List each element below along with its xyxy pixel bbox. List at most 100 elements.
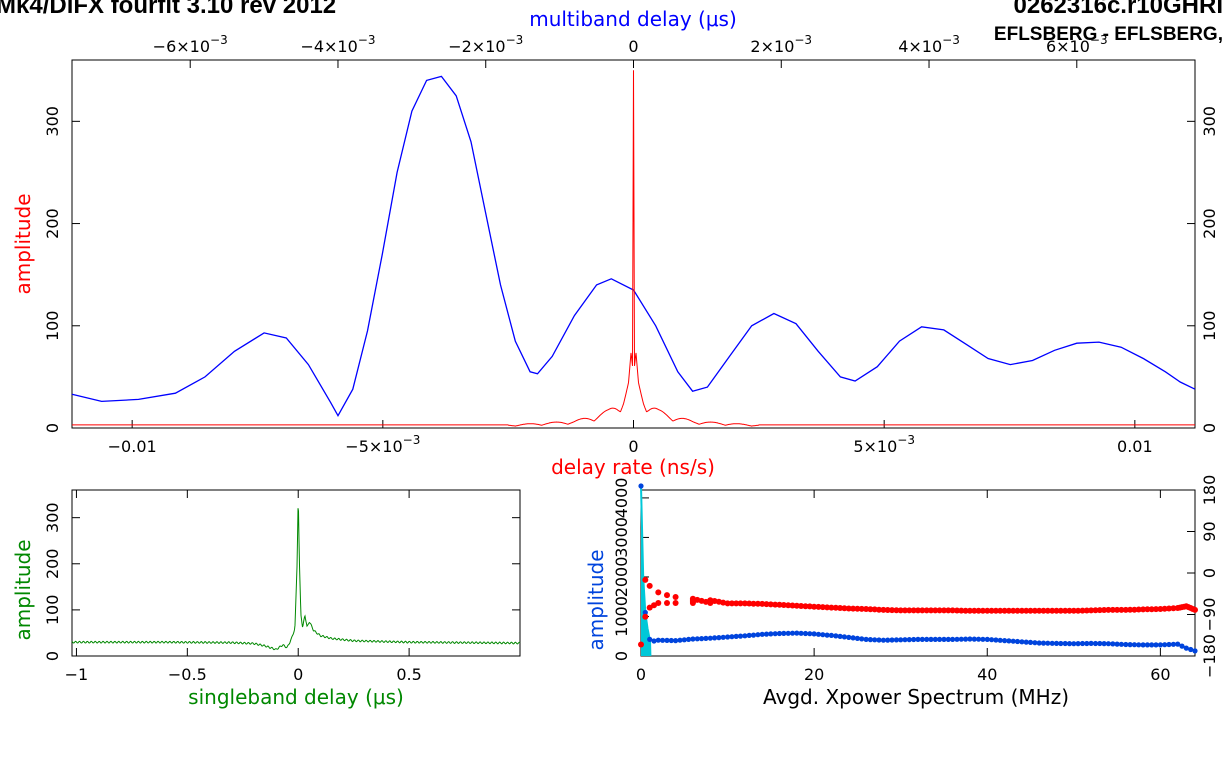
xpower-amplitude-point <box>945 636 951 643</box>
xpower-phase-point <box>854 605 861 612</box>
xpower-phase-point <box>962 607 969 614</box>
xpower-amplitude-point <box>1118 641 1124 647</box>
xpower-amplitude-point <box>997 637 1003 643</box>
xpower-amplitude-point <box>967 636 973 642</box>
singleband-series <box>71 508 521 651</box>
xpower-phase-point <box>1027 607 1034 614</box>
xpower-phase-point <box>897 607 904 614</box>
xpower-phase-point <box>793 602 800 609</box>
xpower-phase-point <box>919 607 926 614</box>
xpower-amplitude-point <box>655 637 661 643</box>
singleband-plot-frame <box>71 489 521 657</box>
xpower-amplitude-point <box>802 630 809 637</box>
singleband-amp-tick-label: 100 <box>43 595 62 626</box>
xpower-phase-point <box>728 600 735 607</box>
xpower-amplitude-point <box>789 630 796 636</box>
xpower-amplitude-point <box>815 631 822 637</box>
delay-rate-tick-label: 0 <box>628 437 638 456</box>
xpower-phase-point <box>780 602 787 608</box>
xpower-amplitude-point <box>833 633 839 639</box>
xpower-amplitude-point <box>1105 641 1111 647</box>
amplitude-tick-label: 0 <box>43 423 62 433</box>
xpower-phase-point <box>884 607 891 613</box>
xpower-amplitude-point <box>750 632 757 638</box>
xpower-amplitude-point <box>1088 640 1094 647</box>
xpower-amplitude-point <box>867 637 874 643</box>
xpower-phase-point <box>828 604 835 611</box>
xpower-amplitude-point <box>651 638 657 644</box>
xpower-phase-point <box>1101 607 1108 613</box>
amplitude-tick-label: 200 <box>43 208 62 239</box>
xpower-tick-label: 0 <box>636 665 646 684</box>
xpower-phase-point <box>858 605 865 612</box>
xpower-phase-point <box>1161 605 1168 612</box>
xpower-amplitude-point <box>846 634 852 641</box>
xpower-amp-tick-label: 2000 <box>612 557 631 598</box>
xpower-amplitude-point <box>980 636 986 642</box>
xpower-phase-point <box>958 607 965 614</box>
xpower-amplitude-point <box>820 632 826 638</box>
xpower-phase-point <box>1018 607 1025 614</box>
xpower-phase-point <box>902 607 908 614</box>
xpower-amplitude-point <box>1114 641 1120 647</box>
xpower-phase-tick-label: 90 <box>1200 521 1219 541</box>
xpower-phase-point <box>1075 607 1082 614</box>
xpower-amplitude-point <box>1123 641 1129 648</box>
xpower-phase-point <box>1153 606 1159 613</box>
xpower-amplitude-line <box>640 485 1196 652</box>
xpower-phase-point <box>672 594 679 600</box>
xpower-amplitude-point <box>699 636 705 642</box>
delay-rate-panel: multiband delay (μs) delay rate (ns/s) a… <box>11 7 1219 479</box>
xpower-axis-label: Avgd. Xpower Spectrum (MHz) <box>763 685 1069 709</box>
xpower-phase-point <box>1144 606 1151 613</box>
xpower-amplitude-point <box>1079 640 1086 647</box>
xpower-amplitude-point <box>1157 642 1163 648</box>
xpower-phase-point <box>638 641 644 648</box>
xpower-phase-point <box>1181 603 1188 610</box>
xpower-phase-point <box>655 600 662 606</box>
xpower-phase-tick-label: 0 <box>1200 568 1219 578</box>
xpower-amplitude-point <box>1049 640 1055 646</box>
xpower-amplitude-point <box>854 635 861 642</box>
xpower-amplitude-point <box>794 630 800 636</box>
xpower-phase-point <box>672 600 679 606</box>
xpower-amplitude-point <box>807 631 813 637</box>
xpower-phase-point <box>815 603 822 610</box>
delay-rate-tick-label: 5×10−3 <box>853 433 915 456</box>
xpower-amplitude-point <box>1101 641 1107 647</box>
xpower-amplitude-point <box>811 631 817 637</box>
xpower-amplitude-point <box>1175 641 1181 647</box>
xpower-series <box>638 483 1198 656</box>
xpower-phase-point <box>1049 607 1056 614</box>
xpower-amplitude-point <box>1140 642 1146 648</box>
xpower-amplitude-point <box>716 635 722 641</box>
xpower-amplitude-point <box>673 638 679 644</box>
xpower-phase-point <box>1010 607 1017 614</box>
multiband-delay-tick-label: −4×10−3 <box>300 33 375 56</box>
delay-rate-ticks: −0.01 −5×10−3 0 5×10−3 0.01 −6×10−3 −4×10−3 −2×… <box>43 33 1219 456</box>
xpower-phase-point <box>936 607 943 614</box>
xpower-phase-point <box>646 582 653 589</box>
xpower-amplitude-point <box>841 634 848 640</box>
xpower-phase-point <box>819 604 826 611</box>
xpower-phase-point <box>1044 607 1051 614</box>
xpower-phase-point <box>1122 606 1129 613</box>
xpower-phase-point <box>1001 607 1008 614</box>
xpower-phase-point <box>1135 606 1142 613</box>
xpower-amplitude-point <box>941 636 947 643</box>
xpower-phase-point <box>720 599 727 606</box>
xpower-phase-point <box>741 600 748 607</box>
xpower-phase-point <box>837 605 844 611</box>
singleband-delay-line <box>71 508 521 651</box>
xpower-amplitude-point <box>746 632 752 639</box>
program-title: Mk4/DiFX fourfit 3.10 rev 2012 <box>0 0 336 19</box>
xpower-amplitude-point <box>1045 640 1051 646</box>
xpower-phase-point <box>880 606 887 613</box>
xpower-phase-point <box>850 605 857 612</box>
xpower-phase-point <box>1189 606 1196 612</box>
xpower-phase-point <box>876 606 882 613</box>
xpower-phase-point <box>867 606 874 613</box>
xpower-phase-point <box>1083 607 1090 614</box>
xpower-phase-point <box>750 600 757 607</box>
